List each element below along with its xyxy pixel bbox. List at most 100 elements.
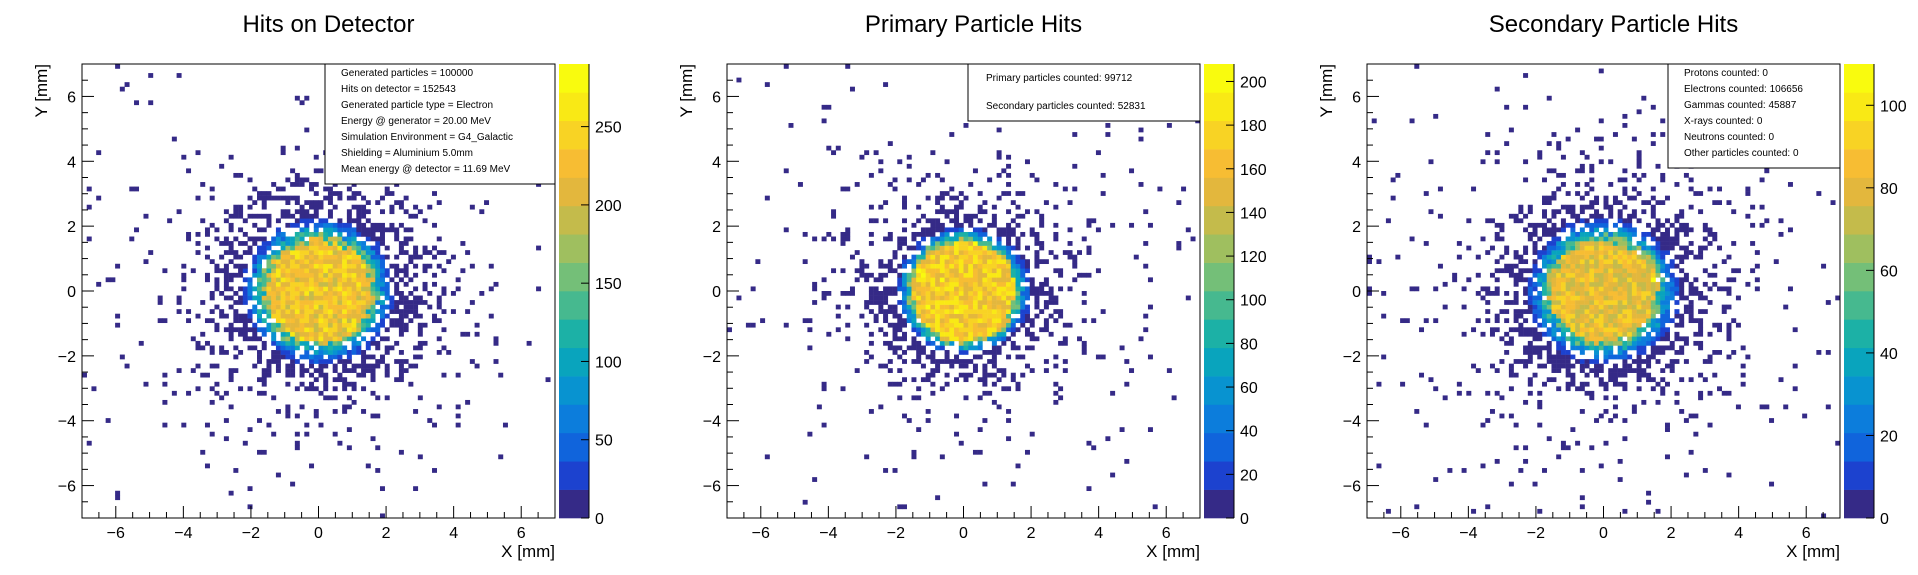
heatmap-cell xyxy=(233,327,239,333)
heatmap-cell xyxy=(1608,209,1614,215)
heatmap-cell xyxy=(1518,322,1524,328)
heatmap-cell xyxy=(1693,431,1699,437)
heatmap-cell xyxy=(143,213,149,219)
heatmap-cell xyxy=(1598,136,1604,142)
heatmap-cell xyxy=(1655,272,1661,278)
heatmap-cell xyxy=(403,309,409,314)
heatmap-cell xyxy=(1001,340,1007,346)
heatmap-cell xyxy=(930,313,936,319)
heatmap-cell xyxy=(313,272,319,278)
heatmap-cell xyxy=(1015,286,1021,292)
heatmap-cell xyxy=(309,231,315,237)
heatmap-cell xyxy=(1006,327,1012,333)
heatmap-cell xyxy=(1603,259,1609,265)
heatmap-cell xyxy=(1570,318,1576,324)
heatmap-cell xyxy=(968,286,974,292)
heatmap-cell xyxy=(1731,277,1737,283)
heatmap-cell xyxy=(783,168,789,174)
heatmap-cell xyxy=(275,286,281,292)
heatmap-cell xyxy=(1570,300,1576,305)
heatmap-cell xyxy=(736,295,742,301)
heatmap-cell xyxy=(1423,422,1429,428)
heatmap-cell xyxy=(384,336,390,342)
heatmap-cell xyxy=(356,218,362,224)
heatmap-cell xyxy=(916,268,922,274)
heatmap-cell xyxy=(294,291,300,296)
heatmap-cell xyxy=(1504,318,1510,324)
heatmap-cell xyxy=(1020,322,1026,328)
heatmap-cell xyxy=(1617,236,1623,242)
heatmap-cell xyxy=(1655,300,1661,305)
heatmap-cell xyxy=(1086,245,1092,251)
heatmap-cell xyxy=(883,318,889,324)
heatmap-cell xyxy=(1537,222,1543,228)
heatmap-cell xyxy=(1020,313,1026,319)
heatmap-cell xyxy=(911,286,917,292)
heatmap-cell xyxy=(469,263,475,269)
heatmap-cell xyxy=(949,277,955,283)
heatmap-cell xyxy=(365,236,371,242)
heatmap-cell xyxy=(1612,272,1618,278)
heatmap-cell xyxy=(290,372,296,378)
heatmap-cell xyxy=(361,204,367,210)
heatmap-cell xyxy=(963,322,969,328)
heatmap-cell xyxy=(1674,309,1680,314)
color-bar-step xyxy=(1844,120,1874,150)
heatmap-cell xyxy=(379,281,385,287)
stats-line: Energy @ generator = 20.00 MeV xyxy=(341,116,491,127)
heatmap-cell xyxy=(233,318,239,324)
heatmap-cell xyxy=(1565,259,1571,265)
heatmap-cell xyxy=(1698,322,1704,328)
heatmap-cell xyxy=(384,304,390,310)
heatmap-cell xyxy=(1537,154,1543,160)
heatmap-cell xyxy=(925,300,931,305)
heatmap-cell xyxy=(290,263,296,269)
heatmap-cell xyxy=(920,295,926,301)
heatmap-cell xyxy=(1471,363,1477,369)
heatmap-cell xyxy=(1494,390,1500,396)
heatmap-cell xyxy=(954,431,960,437)
heatmap-cell xyxy=(954,241,960,246)
heatmap-cell xyxy=(920,291,926,296)
heatmap-cell xyxy=(313,295,319,301)
heatmap-cell xyxy=(1006,300,1012,305)
heatmap-cell xyxy=(134,227,140,233)
heatmap-cell xyxy=(1010,295,1016,301)
heatmap-cell xyxy=(1029,227,1035,233)
heatmap-cell xyxy=(200,300,206,305)
heatmap-cell xyxy=(275,263,281,269)
heatmap-cell xyxy=(972,322,978,328)
heatmap-cell xyxy=(309,277,315,283)
heatmap-cell xyxy=(280,209,286,215)
heatmap-cell xyxy=(1636,304,1642,310)
heatmap-cell xyxy=(294,209,300,215)
heatmap-cell xyxy=(1650,318,1656,324)
heatmap-cell xyxy=(1551,222,1557,228)
heatmap-cell xyxy=(379,268,385,274)
heatmap-cell xyxy=(228,241,234,246)
heatmap-cell xyxy=(1053,381,1059,387)
heatmap-cell xyxy=(257,309,262,314)
heatmap-cell xyxy=(346,404,352,410)
heatmap-cell xyxy=(1006,386,1012,392)
heatmap-cell xyxy=(1053,222,1059,228)
heatmap-cell xyxy=(1542,227,1547,233)
heatmap-cell xyxy=(332,309,338,314)
heatmap-cell xyxy=(1679,291,1685,296)
heatmap-cell xyxy=(290,304,296,310)
heatmap-cell xyxy=(365,340,371,346)
heatmap-cell xyxy=(1006,222,1012,228)
heatmap-cell xyxy=(1556,336,1562,342)
heatmap-cell xyxy=(323,236,329,242)
heatmap-cell xyxy=(1513,422,1519,428)
heatmap-cell xyxy=(1556,281,1562,287)
heatmap-cell xyxy=(1551,291,1557,296)
heatmap-cell xyxy=(783,227,789,233)
heatmap-cell xyxy=(91,386,97,392)
heatmap-cell xyxy=(1622,345,1628,351)
heatmap-cell xyxy=(290,313,296,319)
heatmap-cell xyxy=(1575,231,1581,237)
heatmap-cell xyxy=(327,268,333,274)
heatmap-cell xyxy=(1627,268,1633,274)
heatmap-cell xyxy=(318,254,324,260)
